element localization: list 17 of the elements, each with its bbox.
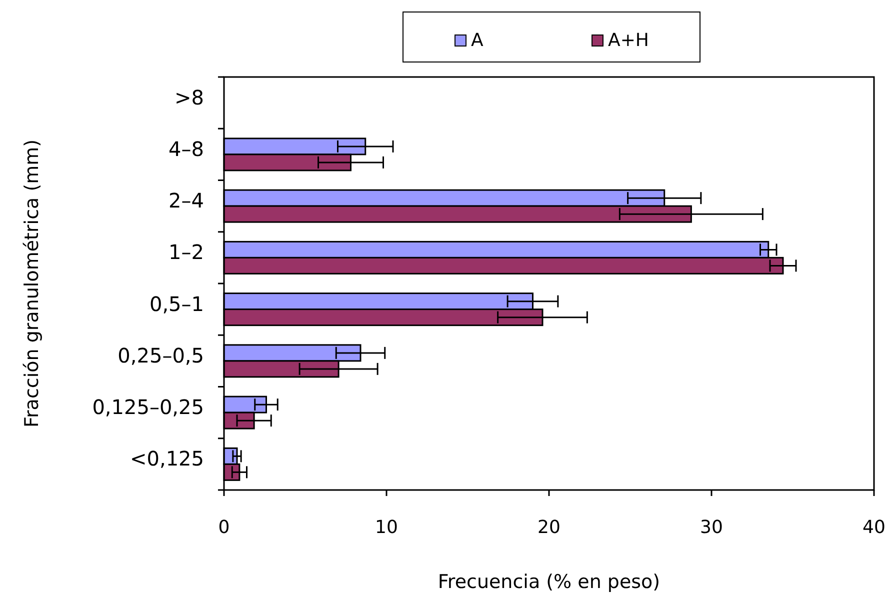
x-axis-title: Frecuencia (% en peso) [438,571,660,593]
x-tick-label: 20 [538,517,560,538]
y-tick-label: 4–8 [168,136,204,161]
x-tick-label: 30 [700,517,723,538]
y-tick-label: 2–4 [168,188,204,213]
legend-label: A+H [608,30,649,51]
y-tick-label: 1–2 [168,240,204,264]
x-tick-label: 0 [218,517,230,538]
y-axis-title: Fracción granulométrica (mm) [21,139,43,428]
y-tick-label: 0,5–1 [149,292,204,316]
y-tick-label: 0,25–0,5 [118,343,204,368]
x-tick-label: 40 [862,517,886,538]
y-tick-label: <0,125 [130,446,204,471]
y-tick-label: >8 [174,85,204,110]
x-tick-label: 10 [375,517,398,538]
y-tick-label: 0,125–0,25 [92,395,204,420]
legend-label: A [471,30,484,51]
